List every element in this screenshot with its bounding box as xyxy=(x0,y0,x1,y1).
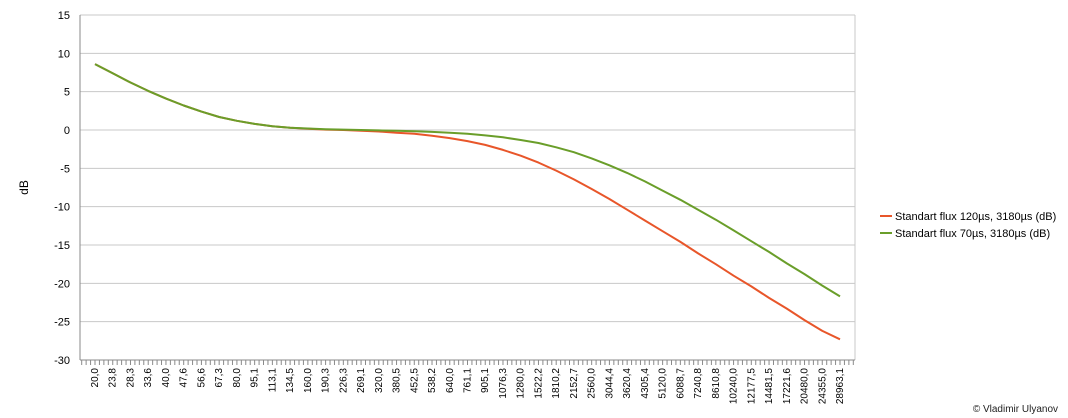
x-tick-label: 2560,0 xyxy=(587,368,598,399)
x-axis: 20,0 23,8 28,3 33,6 40,0 47,6 56,6 67,3 80,0 95,1… xyxy=(79,15,855,405)
y-axis-ticks: 15 10 5 0 -5 -10 -15 -20 -25 -30 xyxy=(54,10,70,367)
x-tick-label: 95,1 xyxy=(250,368,261,388)
x-tick-label: 6088,7 xyxy=(675,368,686,399)
x-tick-label: 80,0 xyxy=(232,368,243,388)
y-tick-label: -20 xyxy=(54,278,70,290)
x-tick-label: 14481,5 xyxy=(764,368,775,405)
x-tick-label: 320,0 xyxy=(374,368,385,393)
x-tick-label: 8610,8 xyxy=(711,368,722,399)
y-tick-label: -15 xyxy=(54,240,70,252)
x-tick-label: 1522,2 xyxy=(533,368,544,399)
x-tick-label: 20480,0 xyxy=(800,368,811,405)
legend: Standart flux 120µs, 3180µs (dB) Standart… xyxy=(880,211,1056,240)
x-tick-label: 47,6 xyxy=(179,368,190,388)
x-tick-label: 17221,6 xyxy=(782,368,793,405)
x-tick-label: 190,3 xyxy=(321,368,332,393)
x-tick-label: 10240,0 xyxy=(729,368,740,405)
x-tick-label: 160,0 xyxy=(303,368,314,393)
y-axis-label: dB xyxy=(17,180,31,195)
x-tick-label: 226,3 xyxy=(338,368,349,393)
x-tick-label: 24355,0 xyxy=(817,368,828,405)
legend-label: Standart flux 120µs, 3180µs (dB) xyxy=(895,211,1056,223)
x-tick-label: 269,1 xyxy=(356,368,367,393)
x-tick-label: 134,5 xyxy=(285,368,296,393)
gridlines xyxy=(80,14,856,361)
x-tick-label: 905,1 xyxy=(480,368,491,393)
y-tick-label: 15 xyxy=(58,10,70,22)
x-tick-label: 1280,0 xyxy=(516,368,527,399)
y-tick-label: 5 xyxy=(64,87,70,99)
x-tick-label: 7240,8 xyxy=(693,368,704,399)
x-tick-label: 40,0 xyxy=(161,368,172,388)
series-line-1 xyxy=(94,63,841,341)
x-tick-label: 4305,4 xyxy=(640,368,651,399)
legend-label: Standart flux 70µs, 3180µs (dB) xyxy=(895,228,1050,240)
x-tick-label: 5120,0 xyxy=(658,368,669,399)
x-tick-label: 538,2 xyxy=(427,368,438,393)
y-tick-label: -10 xyxy=(54,202,70,214)
series-line-2 xyxy=(94,63,841,298)
y-tick-label: -30 xyxy=(54,355,70,367)
credit-text: © Vladimir Ulyanov xyxy=(972,404,1058,415)
y-tick-label: 0 xyxy=(64,125,70,137)
x-tick-label: 113,1 xyxy=(267,368,278,393)
x-tick-label: 380,5 xyxy=(392,368,403,393)
y-tick-label: 10 xyxy=(58,48,70,60)
x-tick-label: 67,3 xyxy=(214,368,225,388)
series-lines xyxy=(94,63,841,341)
x-tick-label: 1076,3 xyxy=(498,368,509,399)
x-tick-label: 56,6 xyxy=(196,368,207,388)
x-tick-label: 3044,4 xyxy=(604,368,615,399)
x-tick-label: 12177,5 xyxy=(746,368,757,405)
x-tick-label: 761,1 xyxy=(463,368,474,393)
x-tick-label: 1810,2 xyxy=(551,368,562,399)
x-tick-label: 28,3 xyxy=(125,368,136,388)
x-tick-label: 2152,7 xyxy=(569,368,580,399)
x-tick-label: 452,5 xyxy=(409,368,420,393)
x-tick-label: 3620,4 xyxy=(622,368,633,399)
y-tick-label: -25 xyxy=(54,317,70,329)
x-tick-label: 23,8 xyxy=(108,368,119,388)
y-tick-label: -5 xyxy=(60,163,70,175)
x-tick-label: 28963,1 xyxy=(835,368,846,405)
x-tick-label: 33,6 xyxy=(143,368,154,388)
x-tick-label: 640,0 xyxy=(445,368,456,393)
x-tick-label: 20,0 xyxy=(90,368,101,388)
